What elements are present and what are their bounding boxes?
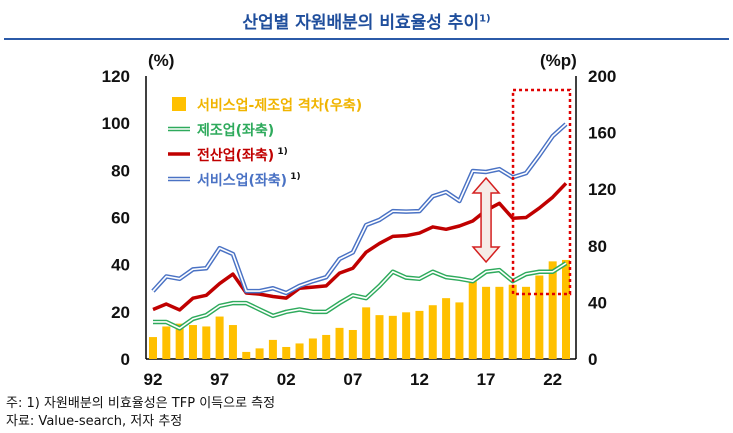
bar (242, 351, 251, 359)
bar (562, 259, 570, 359)
bar (415, 310, 424, 359)
footnote-note: 주: 1) 자원배분의 비효율성은 TFP 이득으로 측정 (6, 396, 276, 411)
line-series-inner (153, 262, 567, 330)
x-tick-label: 97 (210, 370, 229, 389)
left-tick-label: 60 (111, 209, 130, 228)
bar (375, 315, 384, 359)
left-axis-label: (%) (148, 51, 174, 70)
chart-title-text: 산업별 자원배분의 비효율성 추이 (242, 13, 480, 33)
bar (308, 338, 317, 359)
line-series-inner (152, 123, 567, 294)
bar (255, 348, 264, 359)
bar (508, 284, 517, 359)
bar (495, 286, 504, 359)
chart-title-footnote-mark: 1) (479, 13, 491, 25)
bar (468, 279, 477, 359)
left-tick-label: 120 (102, 67, 130, 86)
x-tick-label: 17 (477, 370, 496, 389)
bar (455, 302, 464, 359)
footnote-source: 자료: Value-search, 저자 추정 (6, 414, 183, 429)
left-tick-label: 100 (102, 114, 130, 133)
x-tick-label: 22 (543, 370, 562, 389)
right-axis-label: (%p) (540, 51, 577, 70)
right-tick-label: 200 (588, 67, 616, 86)
legend-bar-swatch (172, 97, 186, 111)
bar (215, 316, 224, 359)
bar (362, 307, 371, 359)
right-tick-label: 120 (588, 180, 616, 199)
legend-label: 서비스업-제조업 격차(우축) (197, 97, 362, 114)
x-tick-label: 12 (410, 370, 429, 389)
bar (348, 329, 357, 359)
chart-title: 산업별 자원배분의 비효율성 추이1) (0, 8, 733, 33)
bar (202, 326, 211, 359)
right-tick-label: 40 (588, 293, 607, 312)
bar (149, 337, 157, 359)
legend-footnote-mark: 1) (287, 172, 301, 182)
bar (522, 286, 531, 359)
right-tick-label: 0 (588, 350, 597, 369)
bar (335, 327, 344, 359)
bar (482, 286, 491, 359)
bar (228, 325, 237, 359)
x-tick-label: 07 (343, 370, 362, 389)
highlight-box (511, 88, 572, 296)
bar (535, 275, 544, 359)
left-tick-label: 80 (111, 161, 130, 180)
left-tick-label: 20 (111, 303, 130, 322)
legend-label: 제조업(좌축) (197, 123, 274, 139)
title-rule (4, 38, 729, 40)
bar (388, 315, 397, 359)
left-tick-label: 40 (111, 256, 130, 275)
bar (428, 305, 437, 359)
left-tick-label: 0 (121, 350, 130, 369)
right-tick-label: 80 (588, 237, 607, 256)
legend-label: 서비스업(좌축) 1) (197, 172, 301, 189)
bar (402, 312, 411, 359)
bar (282, 346, 291, 359)
legend: 서비스업-제조업 격차(우축) 제조업(좌축) 전산업(좌축) 1) 서비스업(좌축)… (168, 97, 362, 189)
bar (548, 261, 557, 359)
legend-label: 전산업(좌축) 1) (197, 147, 288, 164)
line-series (152, 182, 568, 312)
bar (295, 343, 304, 359)
legend-footnote-mark: 1) (274, 147, 288, 157)
double-arrow-icon (471, 176, 501, 264)
bar (175, 323, 184, 359)
bar (188, 325, 197, 359)
bar (322, 334, 331, 359)
x-tick-label: 02 (277, 370, 296, 389)
right-tick-label: 160 (588, 124, 616, 143)
bar (442, 298, 451, 359)
bar (268, 339, 277, 359)
bar (162, 326, 171, 359)
x-tick-label: 92 (144, 370, 163, 389)
